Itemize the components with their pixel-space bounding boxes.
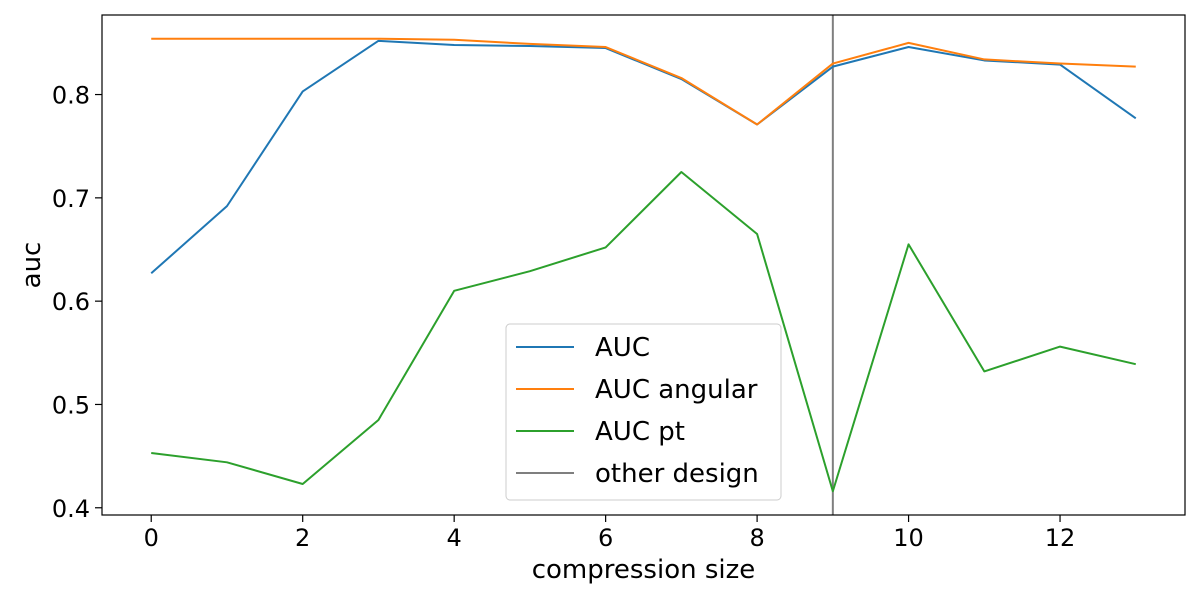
series-line-auc-angular xyxy=(151,37,1136,126)
x-tick-label: 4 xyxy=(447,524,462,552)
data-point-auc-pt xyxy=(529,270,531,272)
plot-area xyxy=(150,15,1137,515)
data-point-auc-pt xyxy=(150,452,152,454)
data-point-auc xyxy=(301,90,303,92)
y-tick-label: 0.6 xyxy=(52,288,90,316)
data-point-auc-pt xyxy=(301,483,303,485)
plot-frame xyxy=(101,14,1186,516)
data-point-auc-angular xyxy=(680,77,682,79)
x-tick-label: 6 xyxy=(598,524,613,552)
data-point-auc-angular xyxy=(150,38,152,40)
legend-label-auc: AUC xyxy=(595,333,650,363)
axis-ticks: 0 2 4 6 8 10 12 0.4 0.5 0.6 0.7 0.8 xyxy=(52,82,1075,552)
legend-label-other-design: other design xyxy=(595,459,759,489)
data-point-auc-pt xyxy=(907,243,909,245)
data-point-auc xyxy=(1135,117,1137,119)
data-point-auc-angular xyxy=(907,42,909,44)
data-point-auc-angular xyxy=(983,58,985,60)
data-point-auc-pt xyxy=(1059,345,1061,347)
data-point-auc-angular xyxy=(756,123,758,125)
x-tick-label: 12 xyxy=(1045,524,1076,552)
y-tick-label: 0.4 xyxy=(52,495,90,523)
data-point-auc-angular xyxy=(832,62,834,64)
y-axis-label: auc xyxy=(17,242,47,289)
legend: AUC AUC angular AUC pt other design xyxy=(505,323,782,501)
data-point-auc-angular xyxy=(301,38,303,40)
data-point-auc-pt xyxy=(377,419,379,421)
data-point-auc-angular xyxy=(529,43,531,45)
data-point-auc-pt xyxy=(226,461,228,463)
data-point-auc-pt xyxy=(756,233,758,235)
data-point-auc-angular xyxy=(226,38,228,40)
data-point-auc xyxy=(226,205,228,207)
data-point-auc-pt xyxy=(604,246,606,248)
data-point-auc-angular xyxy=(453,39,455,41)
y-tick-label: 0.8 xyxy=(52,82,90,110)
data-point-auc-pt xyxy=(453,290,455,292)
data-point-auc xyxy=(529,45,531,47)
data-point-auc-pt xyxy=(832,490,834,492)
legend-label-auc-angular: AUC angular xyxy=(595,375,758,405)
x-tick-label: 10 xyxy=(893,524,924,552)
data-point-auc xyxy=(377,40,379,42)
x-tick-label: 8 xyxy=(749,524,764,552)
data-point-auc xyxy=(453,44,455,46)
data-point-auc xyxy=(907,46,909,48)
data-point-auc-angular xyxy=(1059,62,1061,64)
data-point-auc-pt xyxy=(680,171,682,173)
data-point-auc xyxy=(832,65,834,67)
y-tick-label: 0.7 xyxy=(52,185,90,213)
x-tick-label: 2 xyxy=(295,524,310,552)
x-axis-label: compression size xyxy=(532,555,756,585)
data-point-auc-pt xyxy=(983,370,985,372)
legend-box xyxy=(505,323,782,501)
data-point-auc-angular xyxy=(377,38,379,40)
series-line-auc-pt xyxy=(151,171,1136,493)
legend-label-auc-pt: AUC pt xyxy=(595,417,685,447)
data-point-auc-angular xyxy=(1135,65,1137,67)
y-tick-label: 0.5 xyxy=(52,391,90,419)
data-point-auc-pt xyxy=(1135,363,1137,365)
data-point-auc-angular xyxy=(604,46,606,48)
x-tick-label: 0 xyxy=(144,524,159,552)
data-point-auc xyxy=(150,272,152,274)
